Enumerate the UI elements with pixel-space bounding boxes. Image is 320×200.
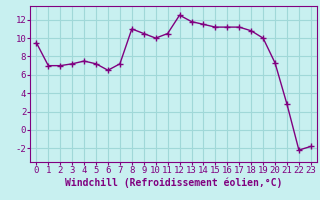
X-axis label: Windchill (Refroidissement éolien,°C): Windchill (Refroidissement éolien,°C) [65,178,282,188]
